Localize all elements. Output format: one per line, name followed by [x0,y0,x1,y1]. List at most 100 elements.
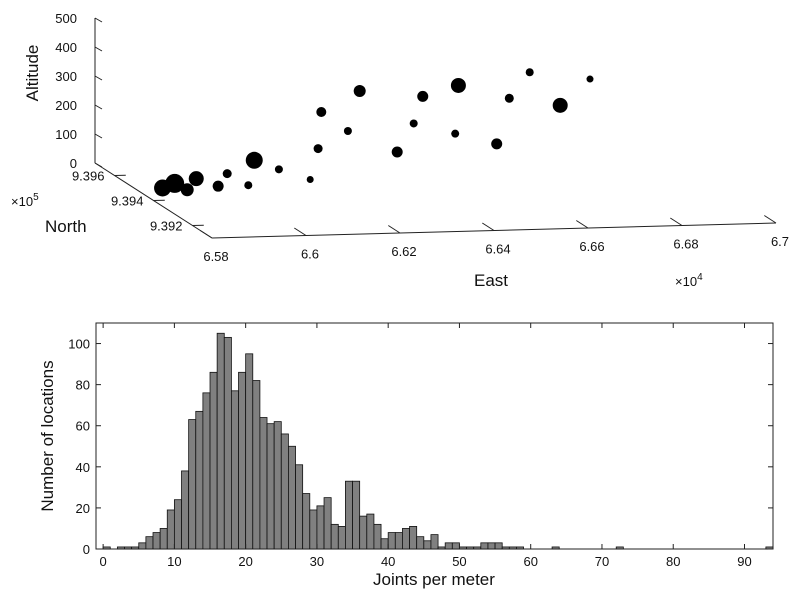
histogram-y-tick-label: 60 [76,419,90,434]
histogram-bar [615,546,624,550]
scatter-point [244,181,253,190]
z-tick-label: 300 [55,69,77,84]
histogram-bar [501,546,510,550]
histogram-bar [288,445,296,550]
histogram-bar [223,336,232,550]
histogram-x-tick-label: 80 [666,554,680,569]
x-tick-label: 6.64 [485,242,510,257]
histogram-bar [266,423,275,550]
x-tick-label: 6.66 [579,239,604,254]
histogram-bar [252,380,261,550]
x-tick-label: 6.6 [301,247,319,262]
histogram-bar [209,371,218,550]
histogram-bar [181,470,190,550]
histogram-bar [451,542,460,550]
histogram-y-tick-label: 0 [83,542,90,557]
histogram-y-tick-label: 20 [76,501,90,516]
histogram-bar [330,523,339,550]
y-tick-label: 9.392 [150,219,183,234]
histogram-bar [173,499,182,550]
scatter-point [306,176,314,184]
histogram-bar [159,528,168,550]
scatter-point [353,84,366,97]
histogram-bar [245,353,254,550]
x-tick-mark [482,222,495,231]
histogram-bar [273,421,282,550]
histogram-y-axis-label: Number of locations [38,360,57,511]
histogram-bar [373,523,382,550]
histogram-bar [402,528,410,550]
scatter-3d-chart: 6.58 6.6 6.62 6.64 6.66 6.68 6.7 9.392 9.394 9.39… [11,11,789,290]
scatter-point [450,77,466,93]
histogram-y-tick-label: 100 [68,337,90,352]
x-tick-mark [388,225,401,234]
histogram-bar [295,464,304,550]
histogram-plot-frame [95,322,774,550]
y-multiplier-exponent: 5 [33,192,39,203]
x-tick-label: 6.58 [203,249,228,264]
x-tick-mark [200,230,213,239]
histogram-bar [302,493,311,550]
histogram-bar [494,542,503,550]
scatter-3d-axes [94,18,777,239]
x-tick-mark [670,217,683,226]
histogram-bar [238,371,247,550]
scatter-point [165,173,185,193]
x-tick-mark [764,215,777,224]
histogram-x-tick-label: 10 [167,554,181,569]
histogram-bar [487,542,496,550]
histogram-x-tick-label: 90 [737,554,751,569]
x-multiplier-base: ×10 [675,274,697,289]
histogram-bar [280,433,289,550]
histogram-bar [188,419,197,550]
z-tick-mark [94,162,103,168]
histogram-bar [366,513,375,550]
x-tick-label: 6.62 [391,244,416,259]
scatter-point [316,107,327,117]
z-tick-label: 200 [55,98,77,113]
scatter-point [212,180,224,192]
histogram-bar [516,546,524,550]
histogram-bar [102,546,111,550]
z-tick-mark [94,17,103,23]
scatter-point [222,169,232,179]
y-multiplier-base: ×10 [11,194,33,209]
histogram-x-tick-label: 70 [595,554,609,569]
y-axis-multiplier: ×105 [11,192,39,209]
x-axis-multiplier: ×104 [675,272,703,289]
histogram-bar [309,509,318,550]
histogram-bar [259,417,268,550]
histogram-bar [551,546,560,550]
histogram-x-tick-label: 20 [238,554,252,569]
histogram-bar [116,546,125,550]
y-tick-label: 9.396 [72,169,105,184]
histogram-bar [380,538,389,550]
histogram-bar [409,526,418,550]
histogram-bar [387,532,396,550]
scatter-point [451,129,460,138]
histogram-bar [765,546,774,550]
scatter-3d-points [154,68,594,197]
histogram-bar [466,546,475,550]
histogram-bar [337,526,346,550]
histogram-bars [102,332,774,550]
scatter-point [417,90,429,102]
y-axis-label: North [45,217,87,236]
histogram-x-tick-label: 30 [310,554,324,569]
scatter-point [525,68,534,77]
x-tick-label: 6.68 [673,237,698,252]
histogram-bar [323,497,332,550]
z-tick-label: 0 [70,156,77,171]
histogram-bar [138,542,147,550]
histogram-bar [416,536,425,550]
scatter-point [245,151,263,169]
scatter-point [391,146,403,158]
scatter-point [180,183,194,197]
histogram-bar [230,390,239,550]
histogram-x-axis-label: Joints per meter [373,570,495,589]
scatter-point [552,97,568,113]
histogram-bar [423,540,432,550]
y-tick-label: 9.394 [111,194,144,209]
z-tick-mark [94,75,103,81]
histogram-bar [473,546,482,550]
